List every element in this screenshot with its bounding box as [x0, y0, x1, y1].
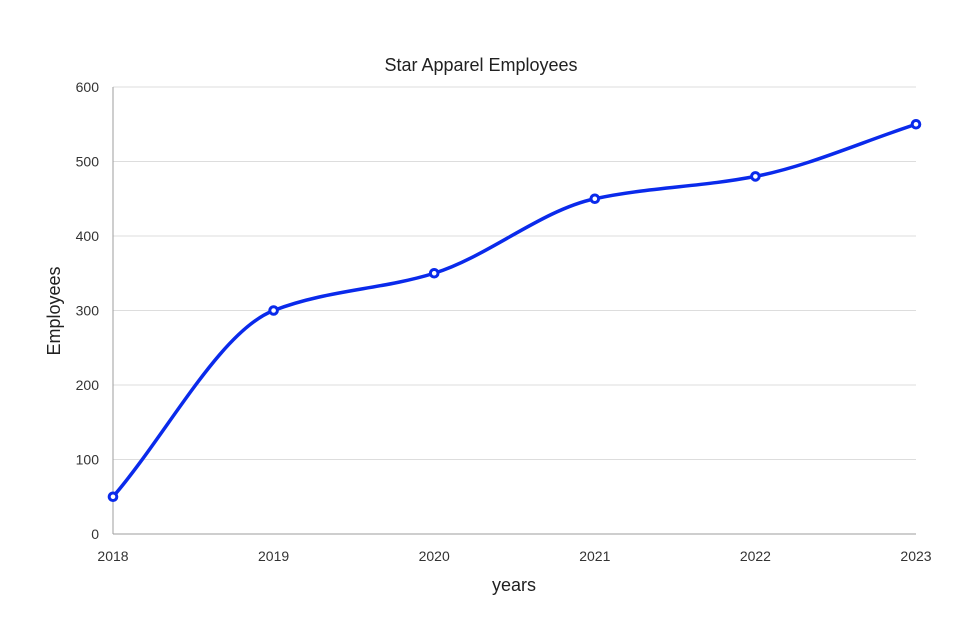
x-tick-label: 2020	[419, 548, 450, 564]
y-tick-label: 200	[76, 377, 100, 393]
data-points	[107, 118, 922, 503]
x-tick-label: 2023	[900, 548, 931, 564]
chart-title: Star Apparel Employees	[384, 55, 577, 75]
x-tick-label: 2019	[258, 548, 289, 564]
y-tick-labels: 0 100 200 300 400 500 600	[76, 79, 100, 542]
data-point[interactable]	[107, 491, 119, 503]
data-point[interactable]	[428, 267, 440, 279]
data-point[interactable]	[910, 118, 922, 130]
x-tick-label: 2022	[740, 548, 771, 564]
y-tick-label: 0	[91, 526, 99, 542]
y-tick-label: 500	[76, 154, 100, 170]
axes	[112, 87, 916, 535]
data-point[interactable]	[750, 171, 761, 182]
y-tick-label: 100	[76, 452, 100, 468]
gridlines	[113, 86, 916, 460]
x-tick-labels: 2018 2019 2020 2021 2022 2023	[97, 548, 931, 564]
x-tick-label: 2018	[97, 548, 128, 564]
y-tick-label: 600	[76, 79, 100, 95]
series-line	[111, 122, 918, 499]
y-axis-title: Employees	[44, 266, 64, 355]
data-point[interactable]	[589, 193, 601, 205]
data-point[interactable]	[268, 305, 279, 316]
y-tick-label: 400	[76, 228, 100, 244]
x-tick-label: 2021	[579, 548, 610, 564]
series-layer	[111, 122, 918, 499]
x-axis-title: years	[492, 575, 536, 595]
y-tick-label: 300	[76, 303, 100, 319]
